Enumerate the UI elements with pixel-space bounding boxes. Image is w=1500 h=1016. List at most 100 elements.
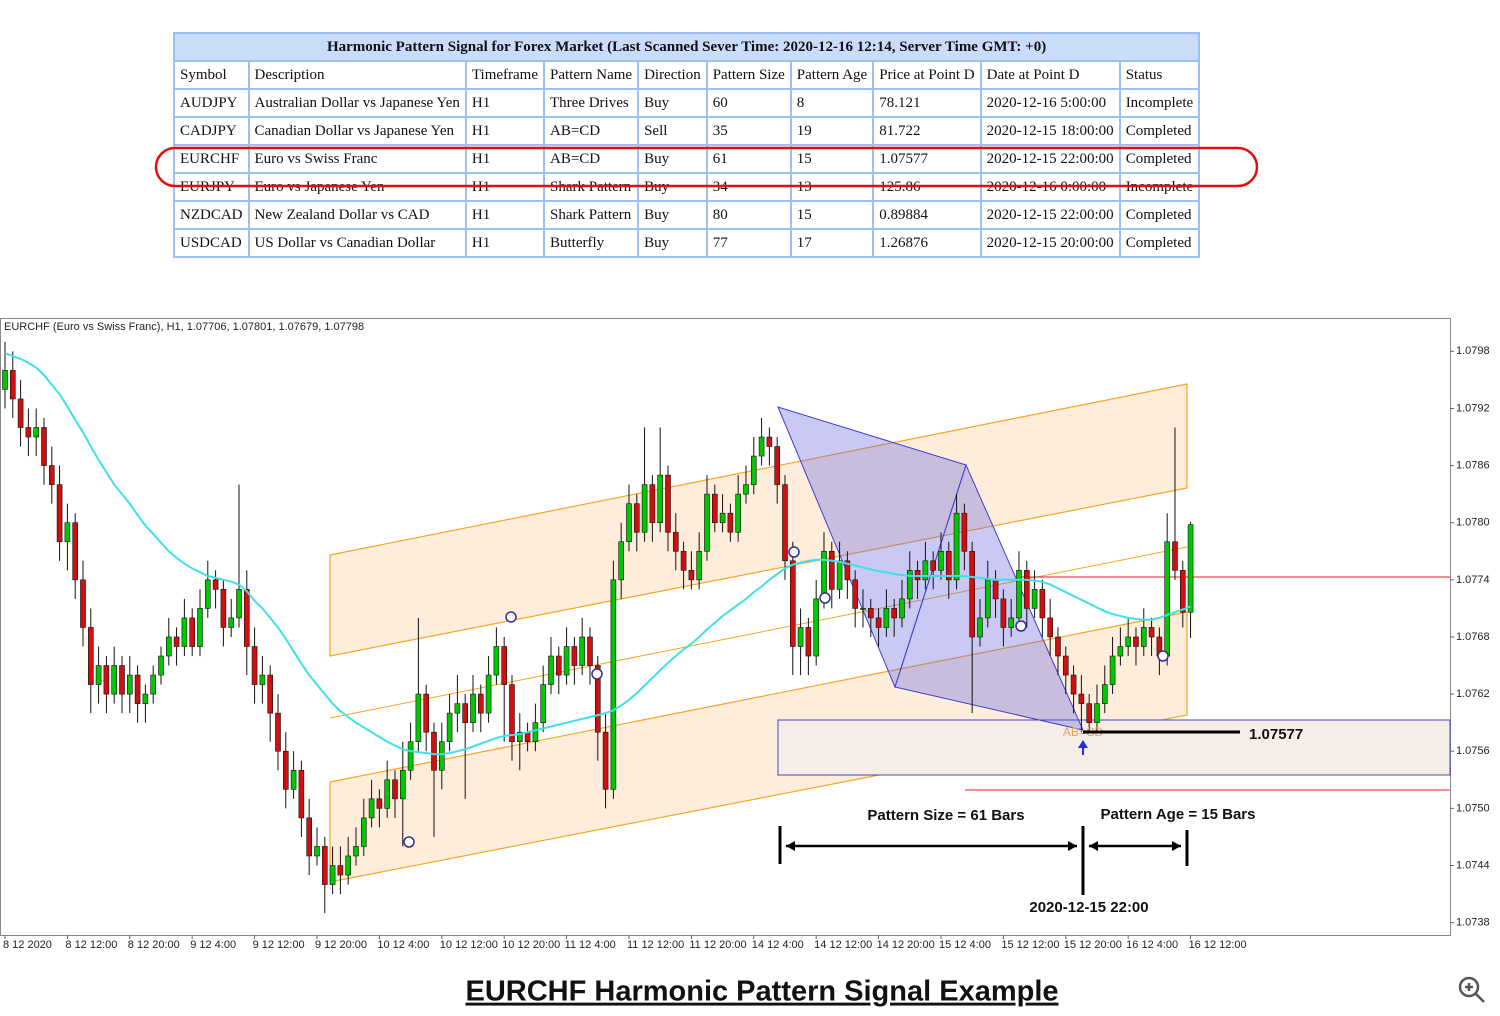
candle-body: [1125, 636, 1131, 647]
caption: EURCHF Harmonic Pattern Signal Example: [465, 976, 1058, 1008]
candle-body: [298, 769, 305, 819]
cell: Shark Pattern: [542, 200, 640, 230]
candle-body: [134, 674, 141, 704]
candle-body: [758, 436, 765, 457]
x-tick-label: 9 12 12:00: [253, 939, 305, 951]
y-tick-label: 1.0756: [1456, 745, 1490, 757]
candle-body: [9, 370, 16, 400]
cell: Sell: [637, 116, 708, 146]
buy-arrow: [1078, 740, 1088, 755]
candle-body: [251, 646, 258, 685]
x-tick-label: 10 12 4:00: [377, 939, 429, 951]
x-tick-label: 8 12 2020: [3, 939, 52, 951]
candles: [2, 341, 1194, 914]
candle-body: [883, 608, 890, 628]
candle-body: [696, 550, 702, 581]
candle-body: [345, 855, 351, 876]
column-header: Pattern Name: [542, 60, 640, 90]
candle-body: [103, 665, 110, 695]
candle-body: [407, 741, 414, 771]
channel-upper: [329, 383, 1188, 657]
candle-body: [33, 427, 39, 438]
candle-body: [158, 655, 164, 676]
candle-body: [470, 693, 476, 723]
candle-body: [602, 731, 609, 790]
pivot-marker: [788, 546, 800, 558]
candle-body: [337, 865, 344, 876]
candle-body: [1078, 693, 1085, 704]
candle-body: [41, 427, 47, 466]
pattern-size-label: Pattern Size = 61 Bars: [867, 807, 1024, 824]
cell: 60: [705, 88, 792, 118]
column-header: Status: [1118, 60, 1201, 90]
chart-header: EURCHF (Euro vs Swiss Franc), H1, 1.0770…: [4, 321, 364, 333]
candle-body: [353, 846, 359, 857]
candle-body: [1031, 589, 1038, 609]
candle-body: [727, 512, 734, 533]
y-tick-label: 1.0744: [1456, 859, 1490, 871]
cell: 2020-12-15 18:00:00: [979, 116, 1121, 146]
cell: 78.121: [872, 88, 982, 118]
y-tick-label: 1.0798: [1456, 345, 1490, 357]
candle-body: [899, 598, 905, 619]
header-row: Symbol Description Timeframe Pattern Name Di…: [173, 60, 1201, 90]
x-tick-label: 9 12 20:00: [315, 939, 367, 951]
cell: USDCAD: [173, 228, 250, 258]
candle-body: [828, 550, 835, 590]
pivot-marker: [505, 611, 517, 623]
candle-body: [314, 846, 320, 857]
table-row: NZDCAD New Zealand Dollar vs CAD H1 Shark P…: [173, 200, 1201, 230]
column-header: Direction: [637, 60, 708, 90]
table-row: AUDJPY Australian Dollar vs Japanese Yen H…: [173, 88, 1201, 118]
cell: AUDJPY: [173, 88, 250, 118]
x-tick-label: 15 12 12:00: [1001, 939, 1059, 951]
candle-body: [813, 598, 819, 657]
candle-body: [454, 703, 461, 714]
candle-body: [789, 560, 796, 647]
x-tick-label: 10 12 20:00: [502, 939, 560, 951]
candle-body: [1070, 674, 1077, 695]
cell: 2020-12-16 5:00:00: [979, 88, 1121, 118]
candle-body: [446, 712, 453, 743]
candle-body: [493, 646, 500, 676]
candle-body: [555, 655, 562, 676]
candle-body: [329, 865, 336, 885]
candle-body: [376, 798, 383, 809]
x-tick-label: 10 12 12:00: [440, 939, 498, 951]
candle-body: [633, 503, 640, 533]
candle-body: [657, 474, 663, 524]
candle-body: [540, 684, 546, 723]
candle-body: [594, 665, 601, 733]
zoom-icon: [1458, 976, 1480, 998]
candle-body: [212, 579, 219, 590]
candle-body: [1055, 636, 1061, 657]
candle-body: [743, 484, 749, 495]
candle-body: [977, 617, 983, 638]
candle-body: [72, 522, 78, 581]
x-tick-label: 16 12 4:00: [1126, 939, 1178, 951]
column-header: Symbol: [173, 60, 250, 90]
column-header: Pattern Age: [789, 60, 875, 90]
cell: CADJPY: [173, 116, 250, 146]
candle-body: [415, 693, 422, 743]
column-header: Date at Point D: [979, 60, 1121, 90]
candle-body: [969, 550, 975, 638]
candle-body: [875, 617, 882, 628]
candle-body: [750, 455, 757, 485]
candle-body: [672, 531, 679, 552]
table-row: CADJPY Canadian Dollar vs Japanese Yen H1 A…: [173, 116, 1201, 146]
candle-body: [665, 474, 671, 533]
candle-body: [836, 560, 843, 590]
candle-body: [805, 627, 812, 657]
cell: Completed: [1118, 200, 1201, 230]
candle-body: [431, 731, 437, 771]
column-header: Timeframe: [464, 60, 546, 90]
plot-frame: [0, 318, 1451, 936]
candle-body: [766, 436, 773, 447]
cell: 0.89884: [872, 200, 982, 230]
candle-body: [587, 636, 593, 666]
candle-body: [774, 446, 780, 485]
cell: 2020-12-15 20:00:00: [979, 228, 1121, 258]
candle-body: [984, 579, 991, 619]
cell: H1: [464, 228, 546, 258]
